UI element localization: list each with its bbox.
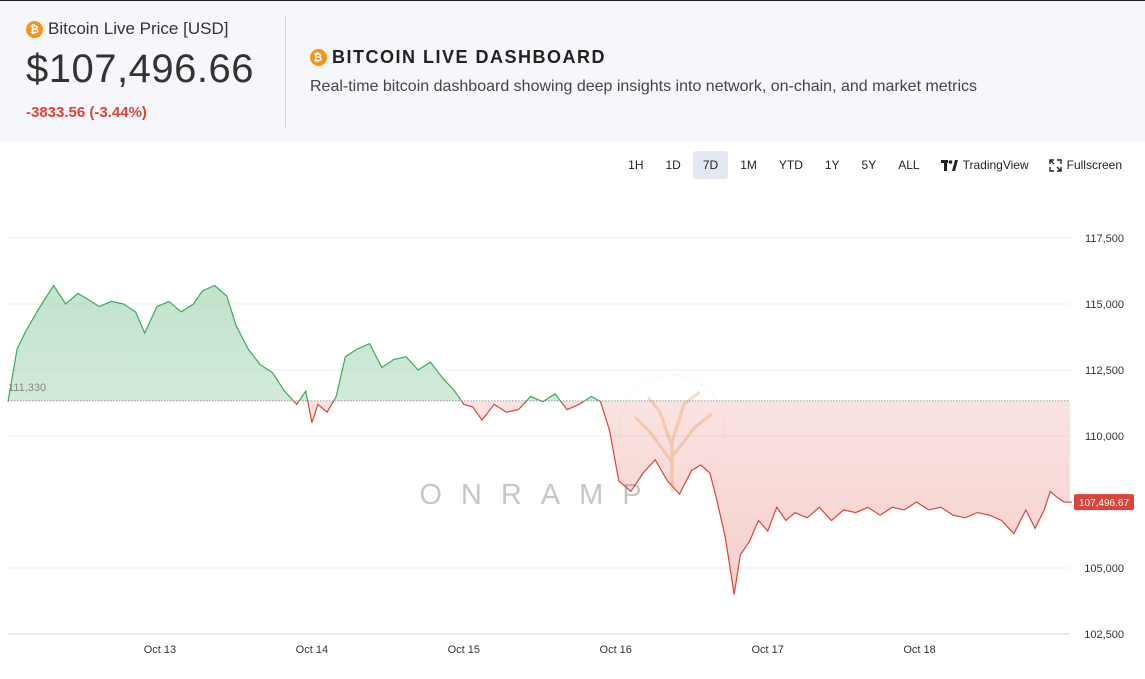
price-label-row: ₿ Bitcoin Live Price [USD] xyxy=(26,19,276,39)
price-label: Bitcoin Live Price [USD] xyxy=(48,19,229,38)
y-tick-label: 112,500 xyxy=(1085,365,1124,377)
last-price-badge xyxy=(1074,494,1134,511)
baseline-label: 111,330 xyxy=(8,382,46,394)
x-tick-label: Oct 14 xyxy=(296,644,328,656)
x-tick-label: Oct 18 xyxy=(903,644,935,656)
series-line-below-baseline xyxy=(7,400,1071,595)
fullscreen-icon xyxy=(1048,158,1062,172)
bitcoin-icon: ₿ xyxy=(310,49,327,66)
y-tick-label: 102,500 xyxy=(1084,629,1124,641)
fullscreen-label: Fullscreen xyxy=(1066,158,1122,172)
bitcoin-icon: ₿ xyxy=(26,20,43,38)
window-top-border xyxy=(0,0,1145,1)
price-chart-area: 1H 1D 7D 1M YTD 1Y 5Y ALL TradingView Fu… xyxy=(0,142,1145,679)
dashboard-title: BITCOIN LIVE DASHBOARD xyxy=(332,47,607,67)
live-price-value: $107,496.66 xyxy=(26,47,254,91)
chart-series-lines xyxy=(7,284,1074,595)
price-chart[interactable]: ONRAMP 117,500 115,000 112,500 110,000 105,0… xyxy=(0,142,1145,679)
x-tick-label: Oct 13 xyxy=(144,644,176,656)
area-fill-below-baseline xyxy=(8,400,1070,595)
header-divider xyxy=(285,17,286,127)
header-panel: ₿ Bitcoin Live Price [USD] $107,496.66 -… xyxy=(0,1,1145,142)
dashboard-info: ₿ BITCOIN LIVE DASHBOARD Real-time bitco… xyxy=(310,47,1130,96)
timeframe-1h-button[interactable]: 1H xyxy=(628,158,644,172)
timeframe-5y-button[interactable]: 5Y xyxy=(861,158,877,172)
chart-area-fills xyxy=(8,285,1070,595)
tradingview-link[interactable]: TradingView xyxy=(932,151,1038,179)
dashboard-subtitle: Real-time bitcoin dashboard showing deep… xyxy=(310,78,978,95)
timeframe-7d-button[interactable]: 7D xyxy=(692,151,729,179)
timeframe-all-button[interactable]: ALL xyxy=(898,158,920,172)
price-panel: ₿ Bitcoin Live Price [USD] $107,496.66 -… xyxy=(26,19,276,121)
chart-axes: 117,500 115,000 112,500 110,000 105,000 102,5… xyxy=(8,233,1134,656)
y-tick-label: 110,000 xyxy=(1085,431,1124,443)
area-fill-above-baseline xyxy=(8,285,600,401)
y-tick-label: 115,000 xyxy=(1085,299,1124,311)
chart-toolbar: 1H 1D 7D 1M YTD 1Y 5Y ALL TradingView Fu… xyxy=(618,151,1131,179)
last-price-label: 107,496.67 xyxy=(1079,498,1129,509)
x-tick-label: Oct 17 xyxy=(751,644,783,656)
x-tick-label: Oct 16 xyxy=(600,644,632,656)
y-tick-label: 105,000 xyxy=(1084,563,1124,575)
tradingview-icon xyxy=(940,159,958,171)
timeframe-1d-button[interactable]: 1D xyxy=(665,158,681,172)
series-line-above-baseline xyxy=(7,284,601,401)
timeframe-ytd-button[interactable]: YTD xyxy=(778,158,803,172)
tradingview-label: TradingView xyxy=(962,158,1029,172)
timeframe-1m-button[interactable]: 1M xyxy=(740,158,757,172)
fullscreen-button[interactable]: Fullscreen xyxy=(1040,151,1131,179)
dashboard-title-row: ₿ BITCOIN LIVE DASHBOARD xyxy=(310,47,1130,68)
timeframe-1y-button[interactable]: 1Y xyxy=(824,158,840,172)
y-tick-label: 117,500 xyxy=(1085,233,1124,245)
x-tick-label: Oct 15 xyxy=(448,644,480,656)
price-change: -3833.56 (-3.44%) xyxy=(26,104,147,121)
watermark-text: ONRAMP xyxy=(419,479,660,511)
